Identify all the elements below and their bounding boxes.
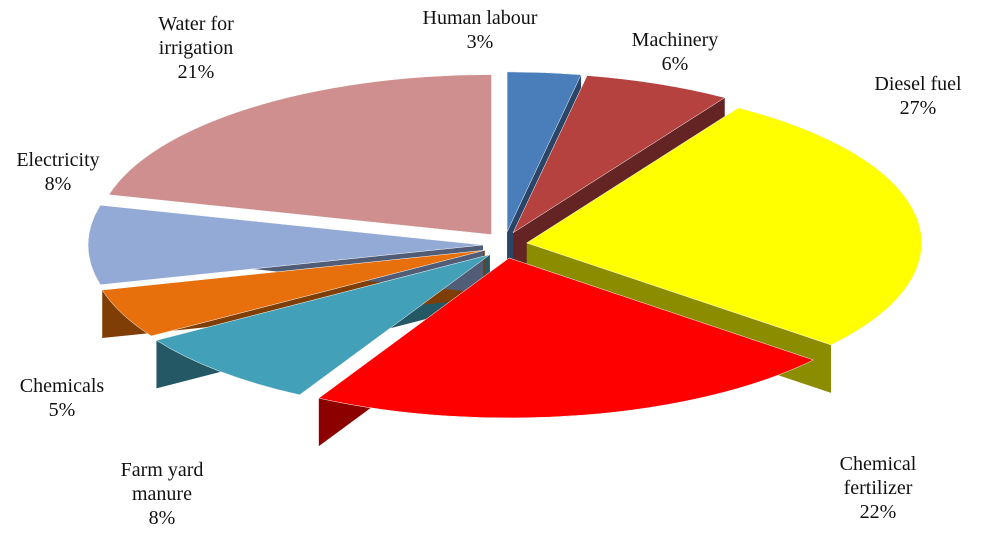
slice	[108, 74, 492, 235]
value-label: 27%	[899, 97, 937, 119]
slice-label: Farm yard manure 8%	[107, 458, 217, 530]
slice-label: Diesel fuel 27%	[838, 72, 987, 120]
slice	[87, 204, 484, 286]
category-label: Water for irrigation	[158, 13, 234, 59]
value-label: 22%	[859, 501, 897, 523]
category-label: Human labour	[422, 7, 538, 29]
value-label: 8%	[44, 173, 72, 195]
value-label: 8%	[148, 507, 176, 529]
value-label: 3%	[466, 31, 494, 53]
slice-label: Water for irrigation 21%	[136, 12, 256, 84]
slice	[526, 107, 922, 346]
slice-label: Chemicals 5%	[0, 374, 132, 422]
slice-label: Electricity 8%	[0, 148, 128, 196]
slice	[318, 257, 815, 419]
category-label: Electricity	[16, 149, 100, 171]
slice-label: Human labour 3%	[380, 6, 580, 54]
category-label: Chemical fertilizer	[839, 453, 917, 499]
category-label: Chemicals	[19, 375, 105, 397]
slice-label: Chemical fertilizer 22%	[813, 452, 943, 524]
value-label: 21%	[177, 61, 215, 83]
slice	[101, 249, 485, 337]
slice	[512, 75, 726, 234]
value-label: 6%	[661, 53, 689, 75]
category-label: Machinery	[631, 29, 719, 51]
category-label: Farm yard manure	[120, 459, 204, 505]
slice	[506, 71, 582, 232]
category-label: Diesel fuel	[874, 73, 962, 95]
slice	[155, 254, 491, 396]
value-label: 5%	[48, 399, 76, 421]
slice-label: Machinery 6%	[595, 28, 755, 76]
